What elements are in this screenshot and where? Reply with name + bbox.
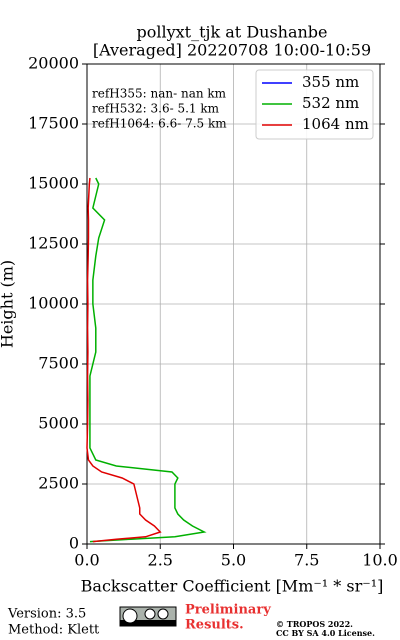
x-tick-label: 0.0 bbox=[74, 551, 99, 570]
profile-line bbox=[89, 177, 207, 543]
annotation: refH532: 3.6- 5.1 km bbox=[92, 102, 220, 116]
y-tick-label: 7500 bbox=[38, 354, 79, 373]
plot-frame bbox=[86, 63, 381, 545]
x-axis-label: Backscatter Coefficient [Mm⁻¹ * sr⁻¹] bbox=[81, 577, 384, 596]
x-tick-label: 7.5 bbox=[294, 551, 319, 570]
profile-line bbox=[86, 177, 162, 543]
x-tick-label: 2.5 bbox=[148, 551, 173, 570]
legend-label: 1064 nm bbox=[302, 115, 369, 133]
y-tick-label: 5000 bbox=[38, 414, 79, 433]
license: CC BY SA 4.0 License. bbox=[276, 628, 375, 638]
y-tick-label: 0 bbox=[69, 534, 79, 553]
preliminary: Preliminary bbox=[185, 603, 271, 618]
legend-box bbox=[255, 69, 374, 140]
y-tick-label: 20000 bbox=[28, 54, 79, 73]
y-tick-label: 10000 bbox=[28, 294, 79, 313]
method: Method: Klett bbox=[8, 623, 100, 638]
copyright: © TROPOS 2022. bbox=[276, 619, 353, 629]
x-tick-label: 5.0 bbox=[221, 551, 246, 570]
annotation: refH355: nan- nan km bbox=[92, 87, 227, 101]
version: Version: 3.5 bbox=[7, 607, 86, 622]
legend-label: 532 nm bbox=[302, 94, 359, 112]
chart-subtitle: [Averaged] 20220708 10:00-10:59 bbox=[93, 41, 371, 60]
y-tick-label: 17500 bbox=[28, 114, 79, 133]
y-tick-label: 15000 bbox=[28, 174, 79, 193]
annotation: refH1064: 6.6- 7.5 km bbox=[92, 117, 227, 131]
y-axis-label: Height (m) bbox=[0, 260, 17, 348]
y-tick-label: 12500 bbox=[28, 234, 79, 253]
preliminary: Results. bbox=[185, 618, 244, 633]
x-tick-label: 10.0 bbox=[362, 551, 398, 570]
y-tick-label: 2500 bbox=[38, 474, 79, 493]
cc-logo bbox=[119, 606, 177, 627]
legend-label: 355 nm bbox=[302, 73, 359, 91]
chart-title: pollyxt_tjk at Dushanbe bbox=[136, 23, 327, 42]
